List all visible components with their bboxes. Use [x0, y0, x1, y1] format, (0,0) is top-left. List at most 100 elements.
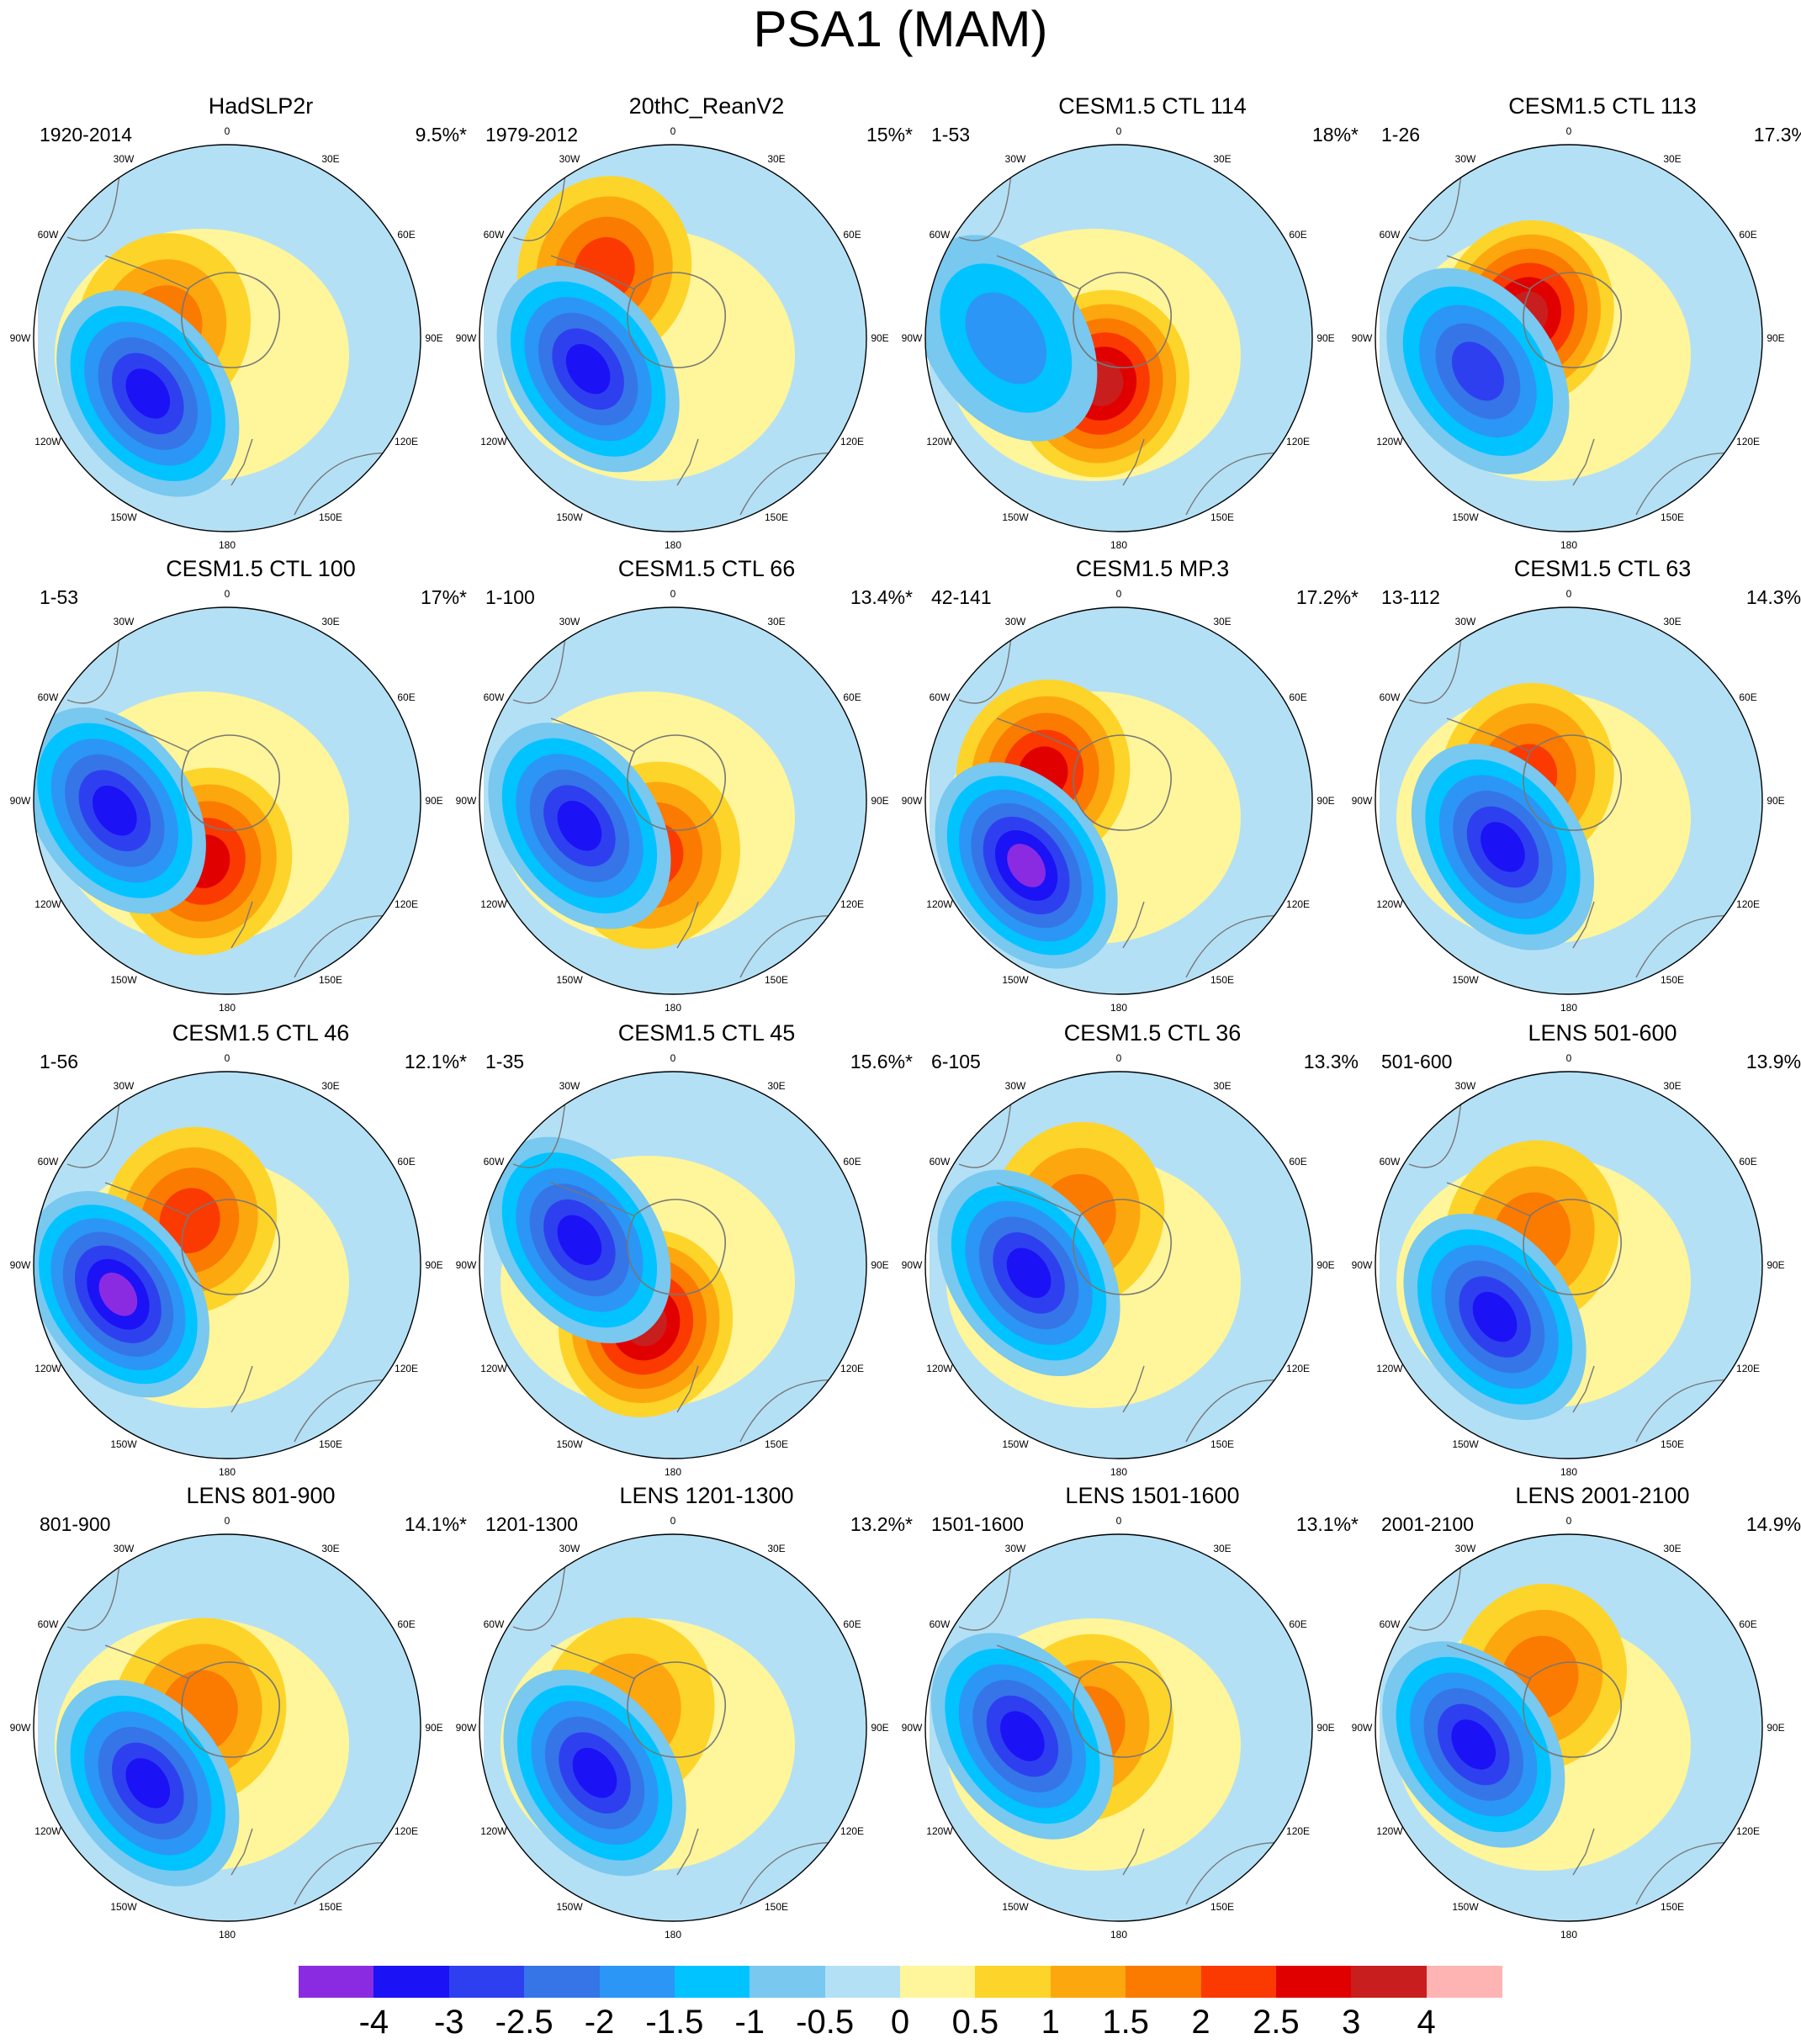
map-panel: HadSLP2r 1920-2014 9.5%* 0 30E 60E 90E 120E 150E… — [10, 93, 484, 557]
longitude-label: 150W — [1452, 1901, 1479, 1913]
negative-contour-6 — [572, 1747, 617, 1798]
colorbar-tick-label: -1 — [734, 2004, 765, 2041]
panel-title: CESM1.5 CTL 45 — [617, 1020, 796, 1046]
longitude-label: 180 — [1110, 1002, 1127, 1014]
antarctic-peninsula — [104, 1182, 190, 1217]
panel-period: 1501-1600 — [931, 1513, 1024, 1535]
map-panel: CESM1.5 CTL 113 1-26 17.3% 0 30E 60E 90E 120E 15… — [1352, 93, 1801, 557]
longitude-label: 90W — [10, 795, 31, 807]
longitude-label: 90W — [456, 1259, 477, 1271]
longitude-label: 150E — [1661, 511, 1684, 523]
map-panel: LENS 2001-2100 2001-2100 14.9%* 0 30E 60E 90E 1… — [1352, 1482, 1801, 1946]
longitude-label: 30W — [559, 153, 580, 165]
longitude-label: 150E — [1210, 1438, 1234, 1450]
colorbar-swatch — [674, 1966, 750, 1998]
antarctic-peninsula — [1446, 255, 1532, 290]
longitude-label: 0 — [1566, 1515, 1572, 1527]
longitude-label: 90W — [10, 1722, 31, 1734]
longitude-label: 60E — [397, 229, 415, 241]
longitude-label: 180 — [1560, 1466, 1577, 1478]
panel-variance: 12.1%* — [404, 1051, 467, 1072]
south-america-coastline — [1408, 1534, 1481, 1631]
map-boundary — [924, 1071, 1313, 1459]
longitude-label: 150W — [110, 511, 137, 523]
polar-map: 0 30E 60E 90E 120E 150E 180 150W 120W 90W 60W 30W — [1352, 1515, 1785, 1941]
longitude-label: 60W — [930, 1156, 951, 1168]
main-title: PSA1 (MAM) — [753, 1, 1048, 57]
antarctic-peninsula — [104, 718, 190, 753]
longitude-label: 60E — [1289, 1618, 1306, 1630]
negative-contour-6 — [1481, 822, 1525, 872]
longitude-label: 30E — [1213, 1080, 1231, 1092]
longitude-label: 150E — [319, 1901, 342, 1913]
longitude-label: 150W — [556, 1438, 583, 1450]
south-america-coastline — [66, 607, 140, 704]
map-panel: CESM1.5 CTL 36 6-105 13.3% 0 30E 60E 90E 120E 15… — [902, 1019, 1375, 1484]
longitude-label: 90W — [902, 795, 923, 807]
longitude-label: 60E — [1739, 1618, 1756, 1630]
longitude-label: 0 — [1566, 588, 1572, 600]
longitude-label: 120W — [926, 898, 953, 910]
map-boundary — [1375, 144, 1763, 532]
map-field — [1380, 145, 1762, 532]
longitude-label: 120E — [840, 1825, 864, 1837]
longitude-label: 60E — [843, 229, 861, 241]
colorbar-swatch — [975, 1966, 1051, 1998]
panel-title: LENS 801-900 — [186, 1483, 336, 1508]
longitude-label: 180 — [1560, 539, 1577, 551]
panel-variance: 17.2%* — [1295, 586, 1359, 608]
antarctic-peninsula — [1446, 718, 1532, 753]
longitude-label: 30E — [321, 153, 339, 165]
polar-map: 0 30E 60E 90E 120E 150E 180 150W 120W 90W 60W 30W — [10, 125, 443, 551]
south-america-coastline — [512, 145, 585, 241]
longitude-label: 30W — [1455, 1080, 1476, 1092]
map-boundary — [479, 1533, 867, 1922]
panel-period: 6-105 — [931, 1051, 981, 1072]
longitude-label: 30W — [114, 1543, 135, 1554]
panel-title: CESM1.5 CTL 113 — [1508, 93, 1697, 119]
panel-title: LENS 2001-2100 — [1515, 1483, 1690, 1508]
longitude-label: 150W — [1002, 1901, 1029, 1913]
longitude-label: 120W — [926, 1825, 953, 1837]
longitude-label: 180 — [665, 1929, 681, 1941]
panel-variance: 15.6%* — [850, 1051, 913, 1072]
map-field — [930, 1534, 1312, 1921]
panel-title: 20thC_ReanV2 — [628, 93, 785, 119]
map-boundary — [479, 606, 867, 995]
polar-map: 0 30E 60E 90E 120E 150E 180 150W 120W 90W 60W 30W — [10, 588, 443, 1014]
map-panel: CESM1.5 CTL 66 1-100 13.4%* 0 30E 60E 90E 120E 1… — [456, 555, 930, 1019]
colorbar-swatch — [750, 1966, 826, 1998]
longitude-label: 150W — [1002, 974, 1029, 986]
longitude-label: 60E — [1289, 691, 1306, 703]
antarctica-coastline — [1073, 734, 1173, 831]
panel-title: CESM1.5 MP.3 — [1075, 556, 1230, 581]
longitude-label: 60W — [38, 1156, 59, 1168]
colorbar-swatch — [824, 1966, 901, 1998]
map-boundary — [924, 606, 1313, 995]
panel-period: 1-100 — [485, 586, 535, 608]
panel-variance: 14.3%* — [1745, 586, 1801, 608]
polar-map: 0 30E 60E 90E 120E 150E 180 150W 120W 90W 60W 30W — [902, 1052, 1335, 1478]
panel-variance: 14.9%* — [1745, 1513, 1801, 1535]
map-panel: CESM1.5 MP.3 42-141 17.2%* 0 30E 60E 90E 120E 15… — [902, 555, 1375, 1019]
longitude-label: 30W — [1005, 616, 1026, 627]
map-panel: 20thC_ReanV2 1979-2012 15%* 0 30E 60E 90E 120E 1… — [456, 93, 930, 557]
antarctica-coastline — [181, 1199, 281, 1295]
map-boundary — [924, 144, 1313, 532]
longitude-label: 90W — [1352, 1259, 1373, 1271]
map-panel: CESM1.5 CTL 45 1-35 15.6%* 0 30E 60E 90E 120E 15… — [456, 1019, 930, 1484]
south-america-coastline — [512, 1534, 585, 1631]
longitude-label: 150E — [1210, 974, 1234, 986]
new-zealand-coastline — [230, 1828, 253, 1876]
map-boundary — [33, 144, 421, 532]
longitude-label: 90E — [871, 795, 888, 807]
south-america-coastline — [958, 607, 1031, 704]
longitude-label: 120W — [926, 436, 953, 447]
antarctica-coastline — [1523, 734, 1623, 831]
longitude-label: 30E — [1663, 153, 1681, 165]
antarctica-coastline — [1073, 1661, 1173, 1758]
longitude-label: 90E — [1316, 332, 1334, 344]
longitude-label: 180 — [665, 539, 681, 551]
negative-contour-7 — [1007, 844, 1046, 887]
longitude-label: 180 — [1560, 1929, 1577, 1941]
